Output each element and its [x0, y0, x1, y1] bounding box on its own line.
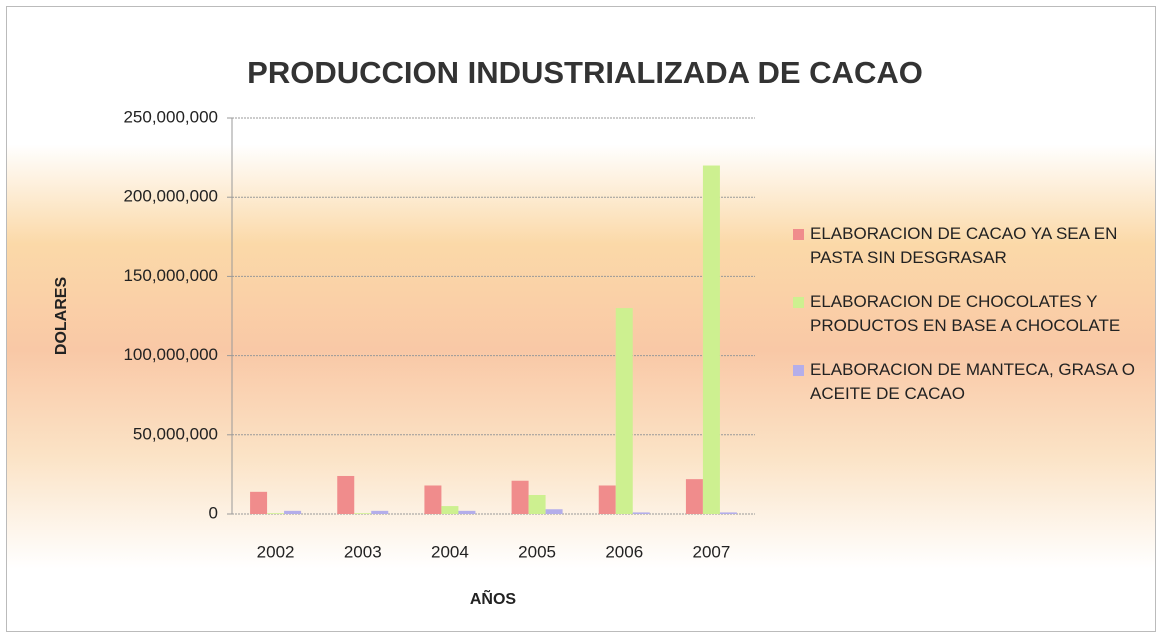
bar — [337, 475, 355, 514]
legend-label: ELABORACION DE CHOCOLATES Y PRODUCTOS EN… — [810, 292, 1121, 335]
bar — [545, 509, 563, 514]
y-tick-label: 0 — [209, 503, 218, 522]
bar — [511, 480, 529, 514]
x-tick-label: 2005 — [518, 542, 556, 561]
y-tick-label: 200,000,000 — [123, 187, 218, 206]
bar — [458, 510, 476, 514]
x-tick-label: 2006 — [605, 542, 643, 561]
bar — [528, 494, 546, 514]
legend-entry: ELABORACION DE CHOCOLATES Y PRODUCTOS EN… — [793, 290, 1143, 338]
chart-title: PRODUCCION INDUSTRIALIZADA DE CACAO — [247, 55, 923, 90]
x-tick-label: 2002 — [257, 542, 295, 561]
legend-label: ELABORACION DE MANTECA, GRASA O ACEITE D… — [810, 360, 1135, 403]
x-axis-title: AÑOS — [470, 588, 517, 608]
bar — [354, 513, 372, 514]
y-tick-label: 250,000,000 — [123, 107, 218, 126]
legend-entry: ELABORACION DE MANTECA, GRASA O ACEITE D… — [793, 358, 1143, 406]
x-tick-label: 2007 — [693, 542, 731, 561]
legend-entry: ELABORACION DE CACAO YA SEA EN PASTA SIN… — [793, 222, 1143, 270]
bar — [424, 485, 442, 514]
legend-swatch — [793, 297, 804, 308]
legend: ELABORACION DE CACAO YA SEA EN PASTA SIN… — [793, 222, 1143, 426]
x-tick-label: 2003 — [344, 542, 382, 561]
legend-swatch — [793, 229, 804, 240]
x-tick-label: 2004 — [431, 542, 469, 561]
bar — [719, 512, 737, 514]
legend-label: ELABORACION DE CACAO YA SEA EN PASTA SIN… — [810, 224, 1118, 267]
bar — [685, 479, 703, 514]
y-tick-label: 100,000,000 — [123, 345, 218, 364]
chart-background — [6, 6, 1156, 632]
bar — [284, 510, 302, 514]
y-axis-title: DOLARES — [53, 277, 70, 356]
bar — [441, 506, 459, 514]
bar — [250, 491, 268, 514]
bar — [598, 485, 616, 514]
bar — [371, 510, 389, 514]
y-tick-label: 50,000,000 — [133, 424, 218, 443]
y-tick-label: 150,000,000 — [123, 266, 218, 285]
bar — [702, 165, 720, 514]
legend-swatch — [793, 365, 804, 376]
bar — [615, 308, 633, 514]
bar — [632, 512, 650, 514]
bar — [267, 513, 285, 514]
